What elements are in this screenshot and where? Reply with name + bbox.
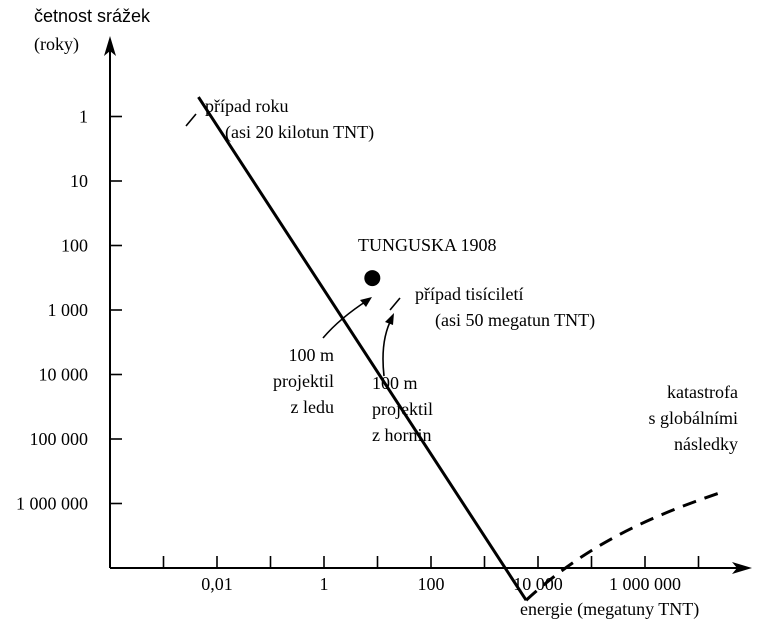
millennium-event-label-line-2: (asi 50 megatun TNT) [435, 310, 595, 331]
rock-projectile-arrow [382, 313, 394, 377]
annotation-layer [185, 113, 401, 377]
ice-projectile-arrow [322, 297, 372, 339]
y-axis-arrow [104, 36, 116, 56]
tunguska-point [364, 270, 381, 287]
millennium-event-tick-mark [389, 297, 401, 311]
y-tick-label-6: 1 000 000 [16, 494, 88, 514]
global-catastrophe-label-line-3: následky [674, 434, 738, 454]
series-layer [197, 96, 725, 602]
x-axis-arrow [732, 562, 752, 574]
y-tick-label-5: 100 000 [30, 429, 89, 449]
rock-projectile-label-line-2: projektil [372, 399, 433, 419]
ice-projectile-label-line-2: projektil [273, 371, 334, 391]
tunguska-label: TUNGUSKA 1908 [358, 235, 497, 255]
x-ticks: 0,01 1 100 10 000 1 000 000 [162, 556, 700, 594]
text-layer: četnost srážek (roky) energie (megatuny … [34, 6, 738, 620]
x-tick-label-1: 1 [320, 574, 329, 594]
millennium-event-label-line-1: případ tisíciletí [415, 284, 523, 304]
frequency-curve-dashed [525, 490, 725, 602]
year-event-label-line-2: (asi 20 kilotun TNT) [225, 122, 374, 143]
y-tick-label-3: 1 000 [48, 300, 89, 320]
ice-projectile-label-line-1: 100 m [288, 345, 334, 365]
y-tick-label-2: 100 [61, 236, 88, 256]
frequency-curve-solid [197, 96, 528, 602]
x-tick-label-0: 0,01 [201, 574, 233, 594]
global-catastrophe-label-line-2: s globálními [649, 408, 739, 428]
y-ticks: 1 10 100 1 000 10 000 100 000 1 000 000 [16, 107, 122, 514]
y-axis-title-line-1: četnost srážek [34, 6, 151, 26]
year-event-tick-mark [185, 113, 197, 127]
rock-projectile-label-line-3: z hornin [372, 425, 431, 445]
y-tick-label-0: 1 [79, 107, 88, 127]
global-catastrophe-label-line-1: katastrofa [667, 382, 738, 402]
axes [104, 36, 752, 574]
year-event-label-line-1: případ roku [205, 96, 288, 116]
x-tick-label-4: 1 000 000 [609, 574, 681, 594]
ice-projectile-label-line-3: z ledu [291, 397, 334, 417]
y-tick-label-1: 10 [70, 171, 88, 191]
x-tick-label-2: 100 [418, 574, 445, 594]
x-axis-title: energie (megatuny TNT) [520, 599, 699, 620]
rock-projectile-label-line-1: 100 m [372, 373, 418, 393]
y-tick-label-4: 10 000 [39, 365, 89, 385]
y-axis-title-line-2: (roky) [34, 34, 79, 55]
